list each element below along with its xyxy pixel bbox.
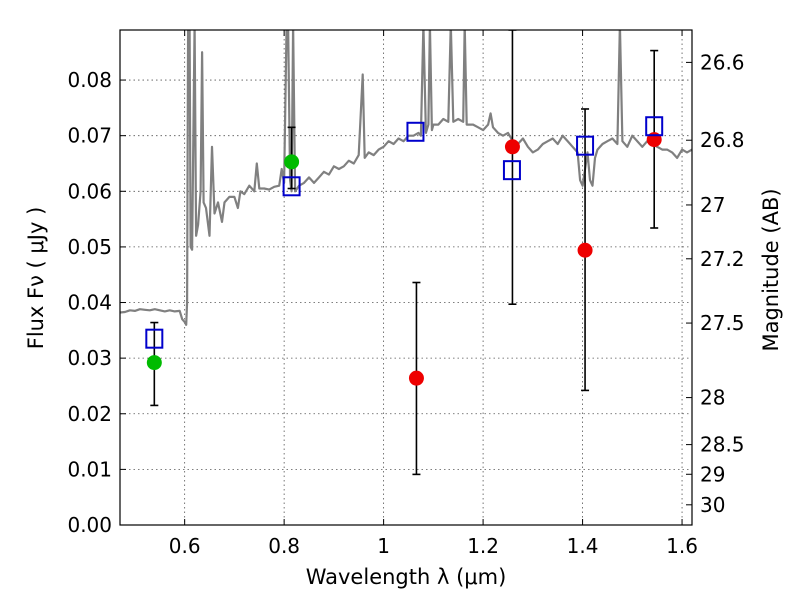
y-tick-label: 0.04 [67,291,112,315]
y2-tick-label: 26.6 [700,50,745,74]
x-tick-label: 1.4 [567,534,599,558]
x-tick-label: 0.6 [169,534,201,558]
y2-tick-label: 30 [700,493,725,517]
y2-tick-label: 27 [700,193,725,217]
y2-tick-label: 28 [700,386,725,410]
data-point-red [577,242,593,258]
x-axis-label: Wavelength λ (μm) [306,565,507,589]
model-point-square [406,121,425,142]
model-point-square [502,160,521,181]
y-tick-label: 0.02 [67,402,112,426]
x-tick-label: 1.6 [666,534,698,558]
x-tick-label: 0.8 [268,534,300,558]
y-tick-label: 0.06 [67,179,112,203]
model-point-square [645,116,664,137]
y-tick-label: 0.03 [67,346,112,370]
y2-axis-label: Magnitude (AB) [759,188,783,351]
y-tick-label: 0.08 [67,68,112,92]
axes-layer: 0.6 0.8 1 1.2 1.4 1.6 0.00 0.01 0.02 0.03 0.04 0.05… [67,30,745,558]
x-tick-label: 1 [377,534,390,558]
model-point-square [576,135,595,156]
y2-tick-label: 26.8 [700,128,745,152]
data-point-green [284,154,300,170]
y2-tick-label: 29 [700,462,725,486]
spectrum-layer [120,30,692,326]
points-layer [145,30,664,476]
model-point-square [145,328,164,349]
y-tick-label: 0.07 [67,124,112,148]
y-axis-label: Flux Fν ( μJy ) [24,207,48,350]
data-point-red [408,370,424,386]
model-point-square [282,176,301,197]
data-point-green [146,355,162,371]
y-tick-label: 0.01 [67,457,112,481]
grid-lines [120,30,692,525]
y2-tick-label: 28.5 [700,433,745,457]
spectrum-line [120,30,692,326]
y-tick-label: 0.05 [67,235,112,259]
y2-tick-label: 27.2 [700,247,745,271]
y-tick-label: 0.00 [67,513,112,537]
x-tick-label: 1.2 [467,534,499,558]
y2-tick-label: 27.5 [700,311,745,335]
data-point-red [504,139,520,155]
plot-frame [119,29,693,526]
